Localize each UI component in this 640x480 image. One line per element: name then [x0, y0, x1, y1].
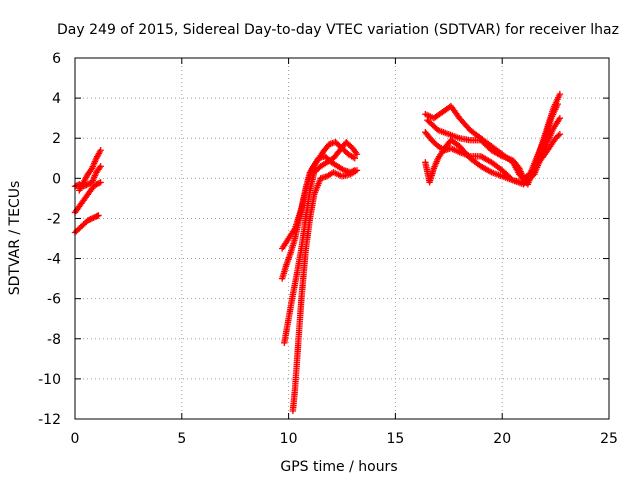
- data-point: [556, 90, 564, 98]
- data-point: [556, 114, 564, 122]
- data-point: [88, 215, 96, 222]
- x-tick-label: 0: [71, 431, 80, 447]
- data-point: [353, 167, 361, 174]
- x-tick-label: 20: [493, 431, 511, 447]
- data-point: [96, 179, 103, 187]
- data-point: [556, 131, 564, 138]
- data-point: [94, 180, 101, 187]
- axis-ticks: 0 5 10 15 20 25 -12 -10 -8 -6 -4 -2 0 2 4 6: [38, 51, 618, 447]
- data-point: [93, 181, 100, 188]
- data-point: [351, 155, 359, 162]
- y-tick-label: -2: [47, 211, 61, 227]
- data-point: [86, 180, 93, 187]
- data-point: [353, 151, 361, 158]
- x-tick-label: 25: [600, 431, 618, 447]
- y-tick-label: -4: [47, 252, 61, 268]
- grid-lines: [75, 58, 609, 419]
- y-tick-label: -6: [47, 292, 61, 308]
- data-point: [555, 132, 562, 139]
- data-point: [86, 216, 93, 223]
- x-tick-label: 10: [280, 431, 298, 447]
- y-tick-label: -10: [38, 372, 61, 388]
- plot-frame: [74, 57, 610, 420]
- y-axis-label: SDTVAR / TECUs: [7, 181, 23, 296]
- y-tick-label: 6: [52, 51, 61, 67]
- data-point: [87, 215, 94, 223]
- data-point: [90, 214, 97, 221]
- data-point: [97, 163, 104, 170]
- data-point: [97, 147, 104, 154]
- x-axis-label: GPS time / hours: [280, 459, 397, 475]
- y-tick-label: 0: [52, 171, 61, 187]
- x-tick-label: 15: [386, 431, 404, 447]
- data-point: [84, 217, 92, 224]
- y-tick-label: 2: [52, 131, 61, 147]
- data-point: [554, 100, 561, 108]
- data-point: [97, 179, 104, 186]
- chart-title: Day 249 of 2015, Sidereal Day-to-day VTE…: [57, 22, 619, 38]
- data-point: [73, 182, 80, 189]
- x-tick-label: 5: [177, 431, 186, 447]
- y-tick-label: -8: [47, 332, 61, 348]
- y-tick-label: -12: [38, 412, 61, 428]
- data-point: [95, 212, 102, 219]
- data-points: [71, 90, 564, 415]
- y-tick-label: 4: [52, 91, 61, 107]
